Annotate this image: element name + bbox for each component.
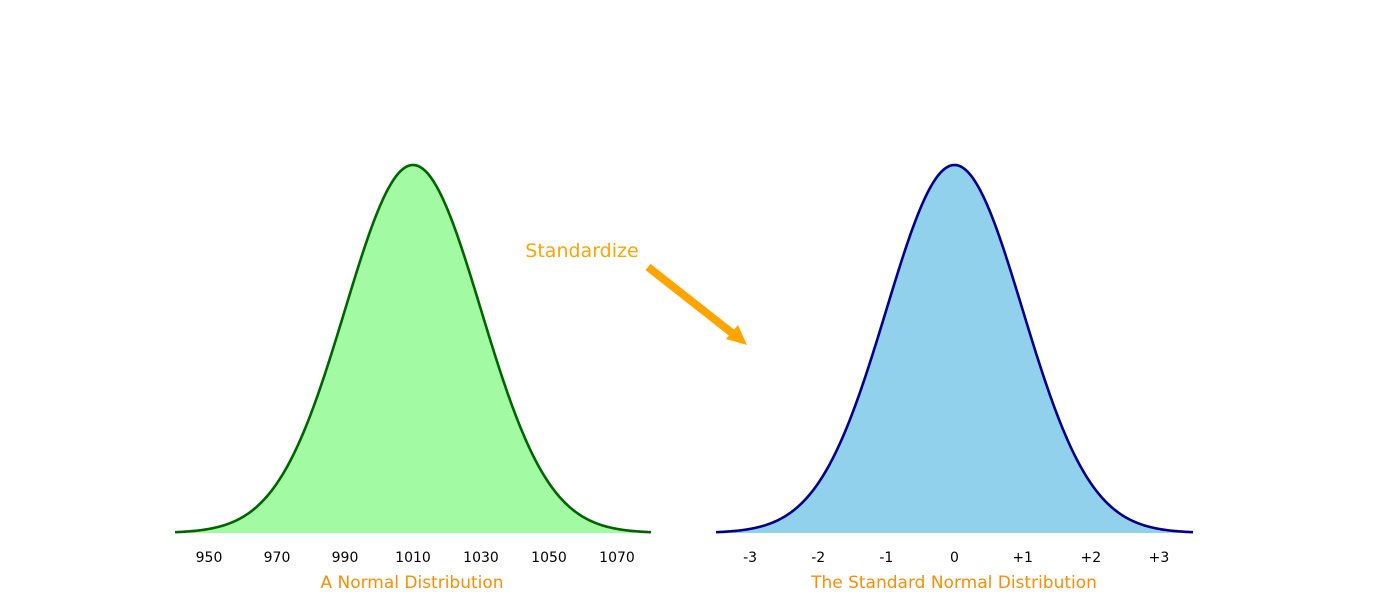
standardize-annotation: Standardize bbox=[525, 240, 747, 345]
tick-label: 990 bbox=[332, 550, 359, 566]
normal-curve-fill bbox=[175, 165, 651, 533]
standard-normal-panel: -3 -2 -1 0 +1 +2 +3 The Standard Normal Distri… bbox=[715, 163, 1194, 593]
tick-label: 970 bbox=[264, 550, 291, 566]
standard-normal-curve-line bbox=[715, 163, 1194, 534]
tick-label: +1 bbox=[1012, 550, 1033, 566]
tick-label: 1050 bbox=[531, 550, 567, 566]
normal-tick-labels: 950 970 990 1010 1030 1050 1070 bbox=[196, 550, 635, 566]
tick-label: 0 bbox=[950, 550, 959, 566]
tick-label: 950 bbox=[196, 550, 223, 566]
tick-label: 1070 bbox=[599, 550, 635, 566]
tick-label: -3 bbox=[743, 550, 757, 566]
tick-label: 1030 bbox=[463, 550, 499, 566]
standard-normal-axis-label: The Standard Normal Distribution bbox=[810, 573, 1097, 593]
tick-label: 1010 bbox=[395, 550, 431, 566]
tick-label: +2 bbox=[1080, 550, 1101, 566]
tick-label: -2 bbox=[811, 550, 825, 566]
tick-label: -1 bbox=[879, 550, 893, 566]
standardize-arrow-shaft bbox=[645, 263, 735, 337]
tick-label: +3 bbox=[1149, 550, 1170, 566]
normal-axis-label: A Normal Distribution bbox=[320, 573, 503, 593]
standardize-arrow-head bbox=[726, 325, 747, 345]
standardize-label: Standardize bbox=[525, 240, 638, 262]
standard-normal-tick-labels: -3 -2 -1 0 +1 +2 +3 bbox=[743, 550, 1169, 566]
normal-curve-line bbox=[174, 163, 652, 534]
normal-distribution-panel: 950 970 990 1010 1030 1050 1070 A Normal Distr… bbox=[174, 163, 652, 593]
standard-normal-curve-fill bbox=[716, 165, 1193, 533]
